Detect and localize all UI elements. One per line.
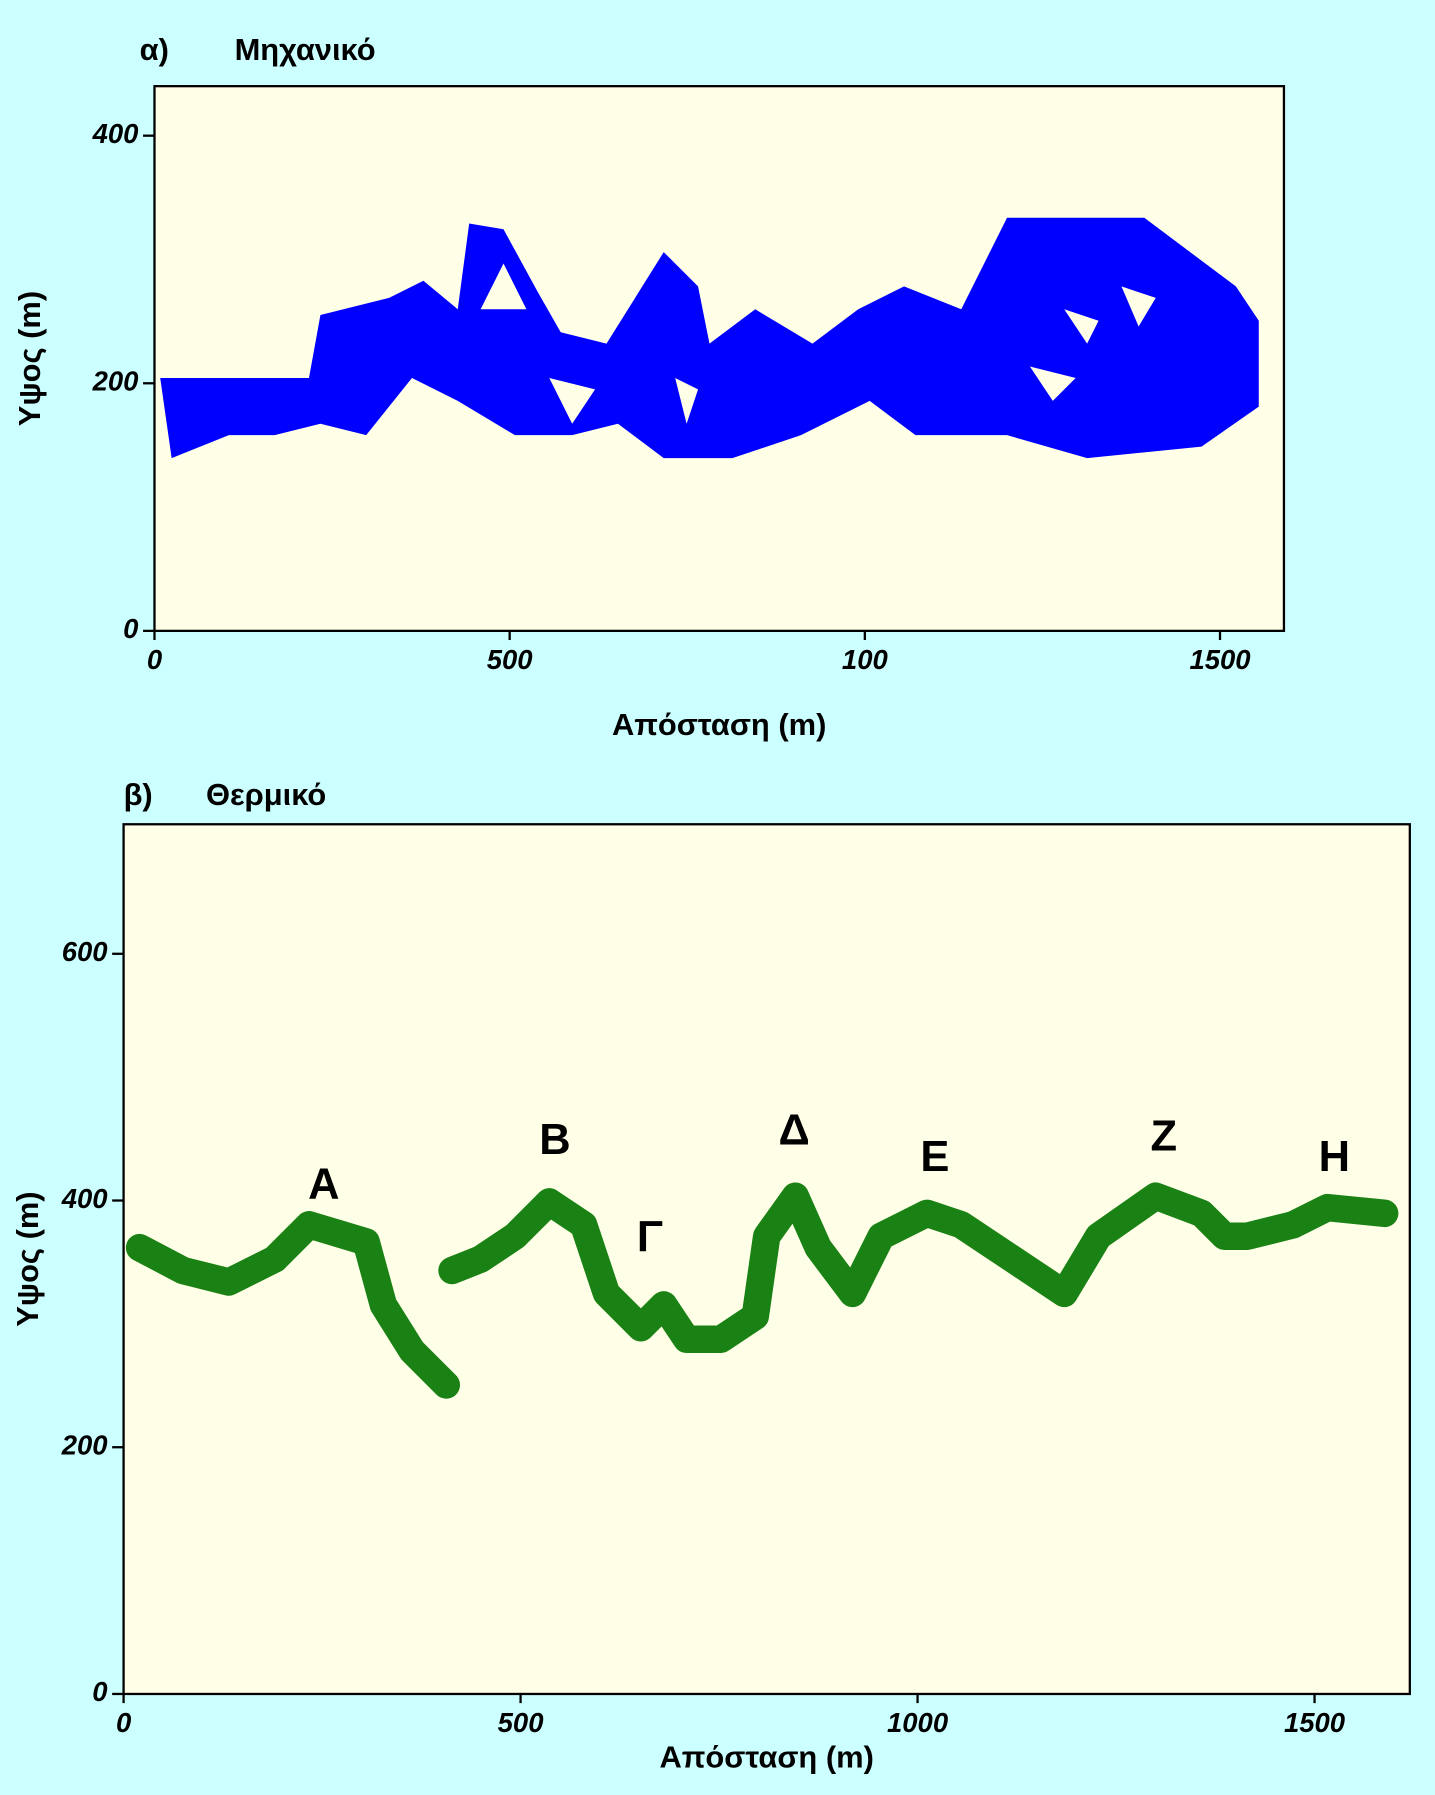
y-axis-title: Υψος (m) [10, 1191, 45, 1326]
x-tick-label: 1000 [887, 1707, 948, 1738]
x-axis-title: Απόσταση (m) [660, 1739, 874, 1774]
annotation: Γ [637, 1213, 663, 1261]
annotation: Δ [779, 1107, 810, 1155]
y-tick-label: 200 [61, 1429, 108, 1460]
echo-layer [125, 1182, 1399, 1399]
y-tick-label: 600 [62, 936, 108, 967]
chart-title: Θερμικό [206, 777, 326, 812]
annotation: H [1319, 1133, 1350, 1181]
chart-title: Μηχανικό [235, 32, 376, 67]
y-axis-title: Υψος (m) [12, 291, 47, 426]
x-tick-label: 500 [487, 644, 533, 675]
echo-region [160, 217, 1259, 459]
y-tick-label: 400 [92, 118, 139, 149]
y-tick-label: 400 [61, 1183, 108, 1214]
annotation: Z [1151, 1112, 1178, 1160]
annotation: E [920, 1133, 949, 1181]
x-tick-label: 1500 [1284, 1707, 1345, 1738]
y-tick-label: 200 [92, 366, 139, 397]
x-axis-title: Απόσταση (m) [612, 707, 826, 742]
x-tick-label: 0 [147, 644, 162, 675]
y-tick-label: 0 [92, 1676, 107, 1707]
annotation: B [539, 1116, 570, 1164]
y-tick-label: 0 [123, 613, 138, 644]
panel-label: β) [124, 777, 153, 812]
x-tick-label: 1500 [1189, 644, 1250, 675]
x-tick-label: 0 [116, 1707, 131, 1738]
panel-label: α) [140, 32, 169, 67]
annotation: A [308, 1161, 339, 1209]
x-tick-label: 100 [842, 644, 888, 675]
x-tick-label: 500 [498, 1707, 544, 1738]
